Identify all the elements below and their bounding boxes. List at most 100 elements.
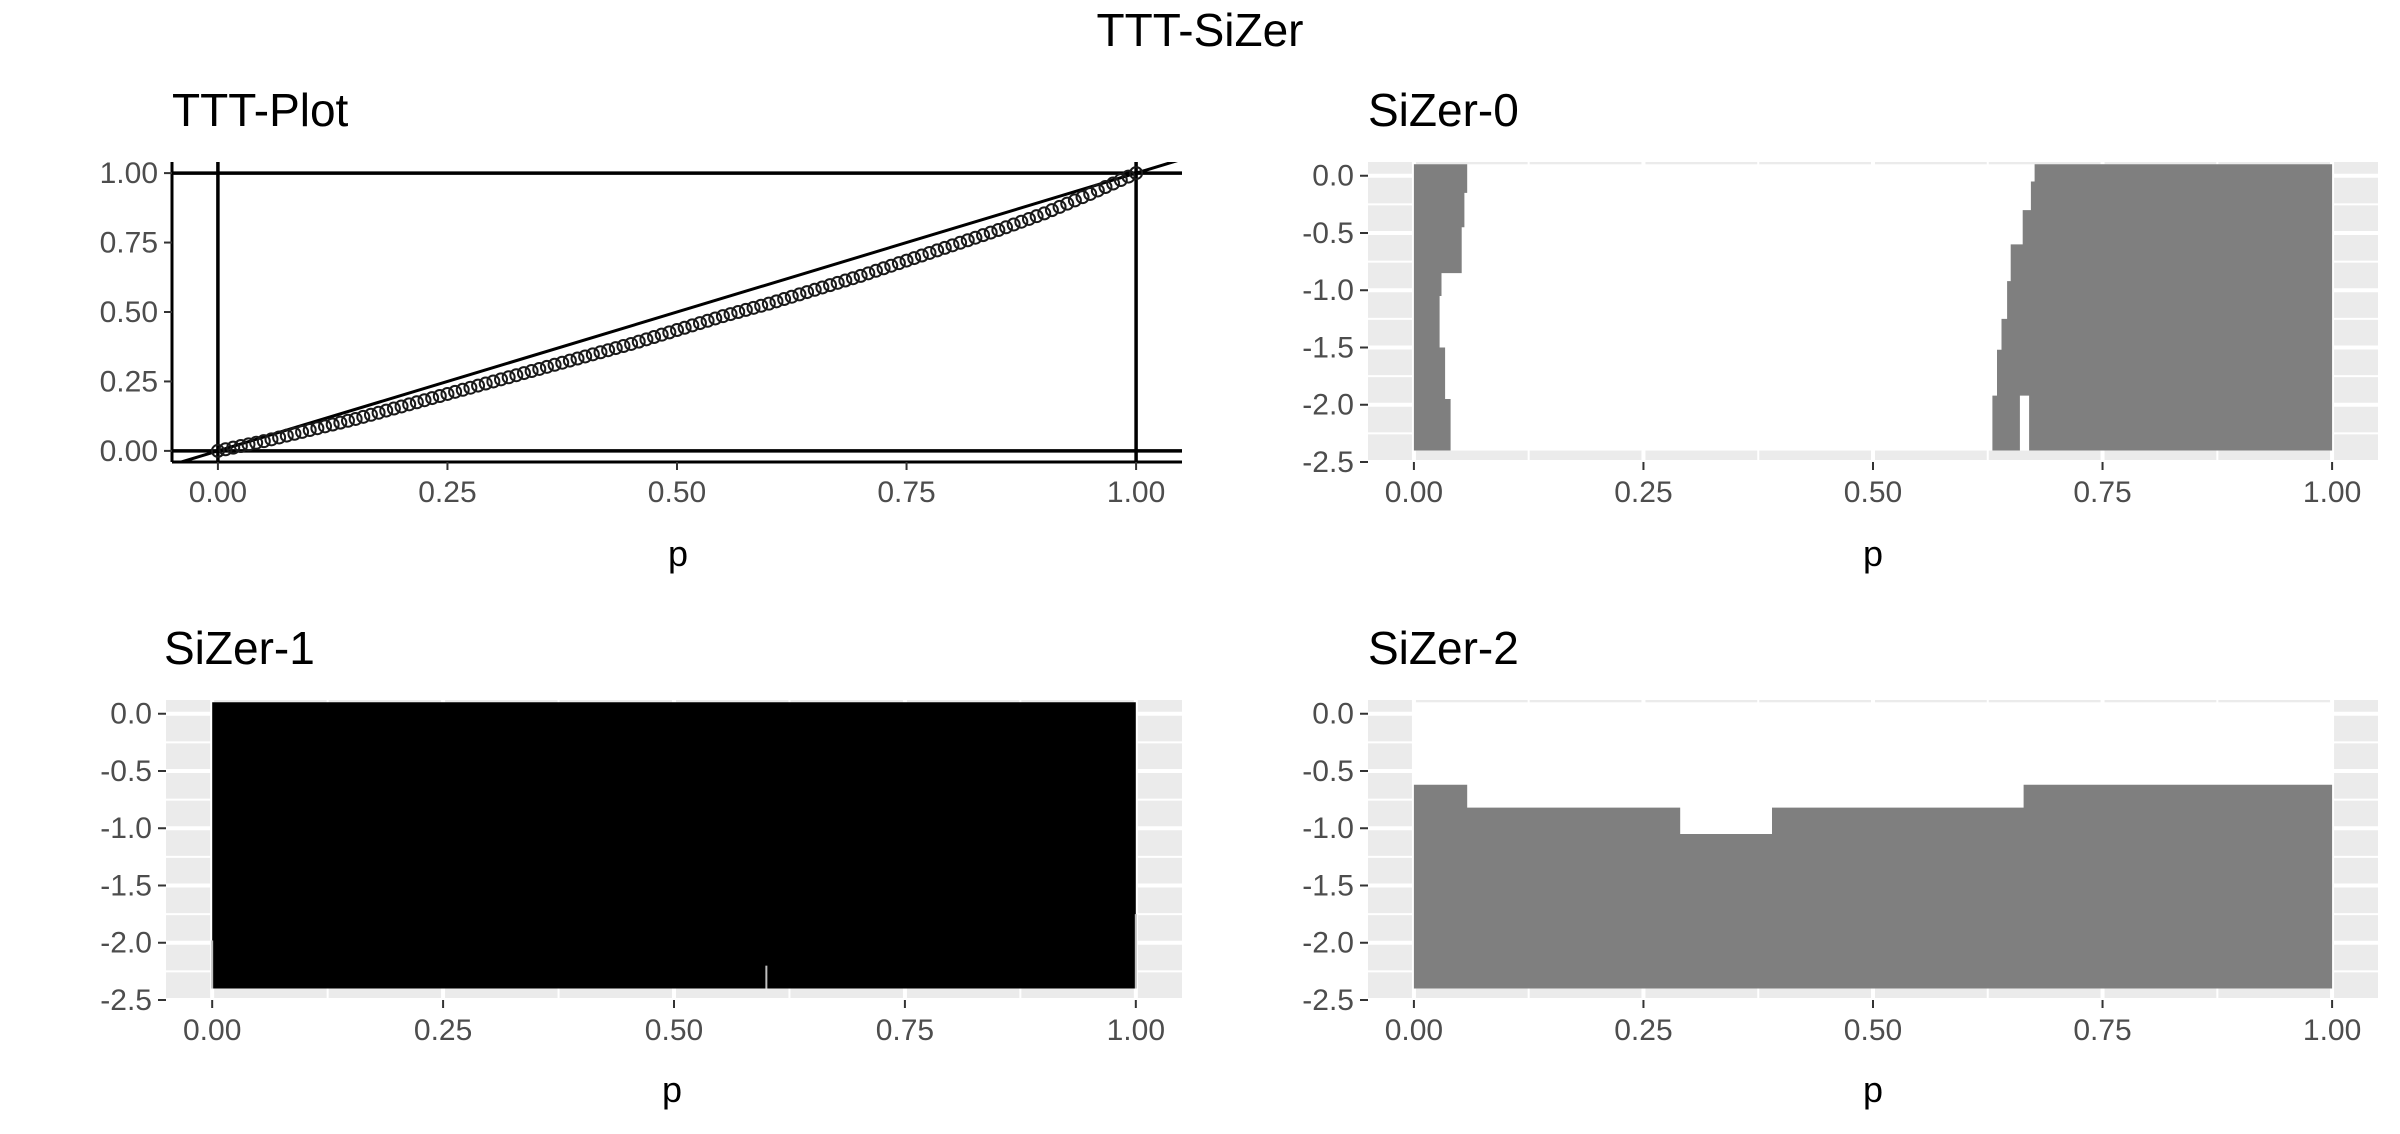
ttt-data-point bbox=[662, 325, 677, 340]
sizer-0-title: SiZer-0 bbox=[1368, 84, 1519, 136]
ttt-data-point bbox=[1052, 199, 1067, 214]
ttt-data-point bbox=[417, 393, 432, 408]
ttt-data-point bbox=[287, 426, 302, 441]
ttt-data-point bbox=[654, 327, 669, 342]
sizer0-y-tick-label: -1.5 bbox=[1302, 331, 1354, 364]
ttt-x-tick-label: 0.75 bbox=[877, 476, 935, 509]
ttt-data-point bbox=[983, 225, 998, 240]
ttt-data-point bbox=[930, 243, 945, 258]
sizer2-y-tick-label: -2.0 bbox=[1302, 927, 1354, 960]
ttt-data-point bbox=[302, 423, 317, 438]
ttt-data-point bbox=[1083, 186, 1098, 201]
ttt-data-point bbox=[914, 248, 929, 263]
ttt-plot-xlabel: p bbox=[668, 533, 688, 574]
ttt-data-point bbox=[264, 432, 279, 447]
sizer2-x-tick-label: 0.00 bbox=[1385, 1014, 1443, 1047]
ttt-data-point bbox=[371, 405, 386, 420]
ttt-data-point bbox=[249, 435, 264, 450]
ttt-data-point bbox=[976, 228, 991, 243]
ttt-data-point bbox=[1067, 193, 1082, 208]
ttt-y-tick-label: 0.25 bbox=[100, 365, 158, 398]
ttt-data-point bbox=[685, 318, 700, 333]
ttt-data-point bbox=[784, 289, 799, 304]
sizer1-y-tick-label: -1.5 bbox=[100, 869, 152, 902]
ttt-data-point bbox=[379, 403, 394, 418]
ttt-data-point bbox=[1021, 211, 1036, 226]
ttt-data-point bbox=[233, 439, 248, 454]
sizer1-x-tick-label: 0.00 bbox=[183, 1014, 241, 1047]
ttt-data-point bbox=[532, 361, 547, 376]
ttt-data-point bbox=[769, 294, 784, 309]
ttt-y-tick-label: 0.50 bbox=[100, 296, 158, 329]
ttt-data-point bbox=[562, 353, 577, 368]
ttt-data-point bbox=[218, 442, 233, 457]
ttt-y-tick-label: 0.75 bbox=[100, 227, 158, 260]
ttt-data-point bbox=[425, 391, 440, 406]
ttt-plot-panel: TTT-Plot p 0.00 0.25 0.50 0.75 1.00 0.00 0.25 0… bbox=[100, 84, 1182, 574]
sizer1-y-tick-label: -1.0 bbox=[100, 812, 152, 845]
sizer2-y-tick-label: 0.0 bbox=[1312, 698, 1354, 731]
ttt-data-point bbox=[1029, 209, 1044, 224]
sizer0-x-tick-label: 0.75 bbox=[2073, 476, 2131, 509]
ttt-data-point bbox=[226, 440, 241, 455]
ttt-data-point bbox=[295, 424, 310, 439]
ttt-data-point bbox=[1121, 169, 1136, 184]
ttt-data-point bbox=[578, 349, 593, 364]
ttt-data-point bbox=[723, 307, 738, 322]
ttt-data-point bbox=[761, 296, 776, 311]
ttt-data-point bbox=[448, 384, 463, 399]
ttt-data-point bbox=[777, 292, 792, 307]
sizer0-y-tick-label: -2.5 bbox=[1302, 446, 1354, 479]
sizer2-y-tick-label: -1.0 bbox=[1302, 812, 1354, 845]
sizer2-sizer-region bbox=[1413, 784, 2333, 989]
sizer-1-xlabel: p bbox=[662, 1069, 682, 1110]
ttt-data-point bbox=[601, 343, 616, 358]
sizer0-sizer-region bbox=[1992, 164, 2333, 451]
ttt-data-point bbox=[593, 345, 608, 360]
ttt-data-point bbox=[960, 233, 975, 248]
ttt-data-point bbox=[440, 386, 455, 401]
sizer-1-panel: SiZer-1 p 0.00 0.25 0.50 0.75 1.00 0.0 -0.5 -1.… bbox=[100, 622, 1182, 1110]
sizer2-x-tick-label: 1.00 bbox=[2303, 1014, 2361, 1047]
ttt-plot-title: TTT-Plot bbox=[172, 84, 349, 136]
ttt-data-point bbox=[318, 419, 333, 434]
ttt-data-point bbox=[333, 415, 348, 430]
ttt-data-point bbox=[432, 389, 447, 404]
ttt-data-point bbox=[348, 411, 363, 426]
ttt-data-point bbox=[455, 382, 470, 397]
ttt-data-point bbox=[363, 407, 378, 422]
ttt-data-point bbox=[509, 368, 524, 383]
ttt-data-point bbox=[340, 413, 355, 428]
ttt-data-point bbox=[463, 380, 478, 395]
ttt-data-point bbox=[256, 434, 271, 449]
sizer1-y-tick-label: -2.0 bbox=[100, 927, 152, 960]
ttt-data-point bbox=[210, 443, 225, 458]
ttt-data-point bbox=[907, 251, 922, 266]
ttt-data-point bbox=[991, 223, 1006, 238]
sizer1-x-tick-label: 0.75 bbox=[876, 1014, 934, 1047]
ttt-data-point bbox=[631, 334, 646, 349]
ttt-data-point bbox=[516, 366, 531, 381]
ttt-x-tick-label: 0.25 bbox=[418, 476, 476, 509]
ttt-data-point bbox=[478, 376, 493, 391]
ttt-data-point bbox=[731, 305, 746, 319]
sizer1-x-tick-label: 1.00 bbox=[1107, 1014, 1165, 1047]
sizer0-x-tick-label: 1.00 bbox=[2303, 476, 2361, 509]
ttt-y-tick-label: 1.00 bbox=[100, 157, 158, 190]
sizer0-x-tick-label: 0.50 bbox=[1844, 476, 1902, 509]
ttt-data-point bbox=[494, 372, 509, 387]
ttt-data-point bbox=[272, 430, 287, 445]
sizer0-y-tick-label: 0.0 bbox=[1312, 160, 1354, 193]
ttt-data-point bbox=[945, 238, 960, 253]
ttt-data-point bbox=[356, 409, 371, 424]
ttt-x-tick-label: 0.00 bbox=[189, 476, 247, 509]
ttt-data-point bbox=[471, 378, 486, 393]
ttt-data-point bbox=[800, 285, 815, 300]
ttt-data-point bbox=[1014, 214, 1029, 229]
ttt-data-point bbox=[953, 235, 968, 250]
ttt-data-point bbox=[868, 263, 883, 278]
ttt-data-point bbox=[1006, 217, 1021, 232]
ttt-data-point bbox=[1075, 190, 1090, 205]
ttt-data-point bbox=[1090, 183, 1105, 198]
ttt-data-point bbox=[1098, 180, 1113, 194]
